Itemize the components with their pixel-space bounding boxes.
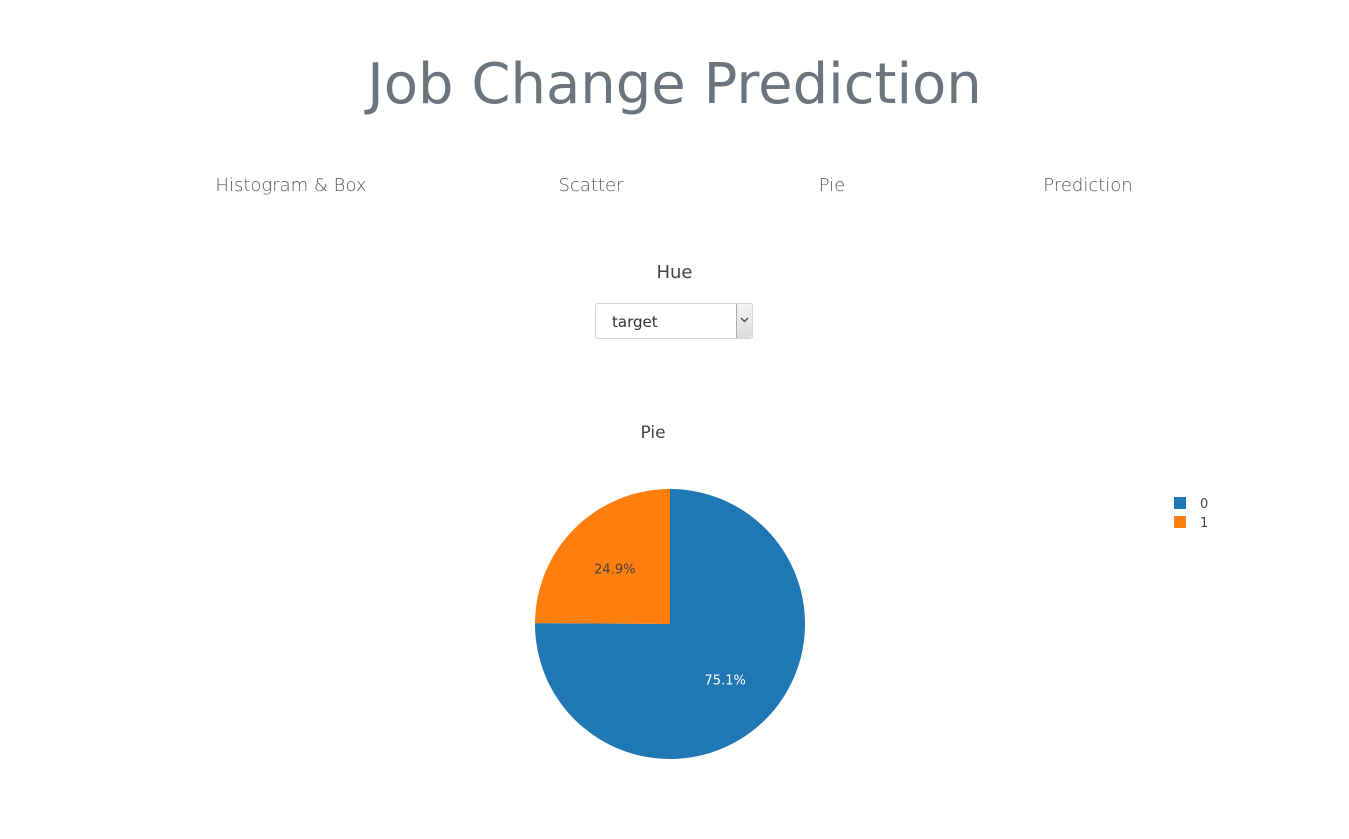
hue-label: Hue	[656, 262, 693, 283]
legend-label-1[interactable]: 1	[1200, 516, 1208, 531]
pie-slice-label-1: 24.9%	[594, 562, 635, 577]
hue-select-value: target	[612, 313, 658, 331]
tab-prediction[interactable]: Prediction	[1043, 175, 1133, 196]
chevron-down-icon[interactable]	[736, 304, 752, 338]
page-title: Job Change Prediction	[367, 52, 982, 117]
tab-nav: Histogram & Box Scatter Pie Prediction	[0, 175, 1349, 203]
hue-select[interactable]: target	[595, 303, 753, 339]
legend-swatch-0[interactable]	[1174, 497, 1186, 509]
pie-chart: Pie 75.1% 24.9% 0 1	[535, 423, 1208, 759]
chart-title: Pie	[640, 423, 665, 443]
tab-pie[interactable]: Pie	[818, 175, 846, 196]
pie-slice-0[interactable]	[535, 489, 806, 759]
legend-label-0[interactable]: 0	[1200, 497, 1208, 512]
tab-scatter[interactable]: Scatter	[558, 175, 624, 196]
pie-slice-label-0: 75.1%	[705, 674, 746, 689]
tab-histogram-box[interactable]: Histogram & Box	[215, 175, 367, 196]
pie-chart-container: Pie 75.1% 24.9% 0 1	[0, 400, 1349, 830]
legend-swatch-1[interactable]	[1174, 516, 1186, 528]
pie-slice-1[interactable]	[535, 489, 670, 624]
